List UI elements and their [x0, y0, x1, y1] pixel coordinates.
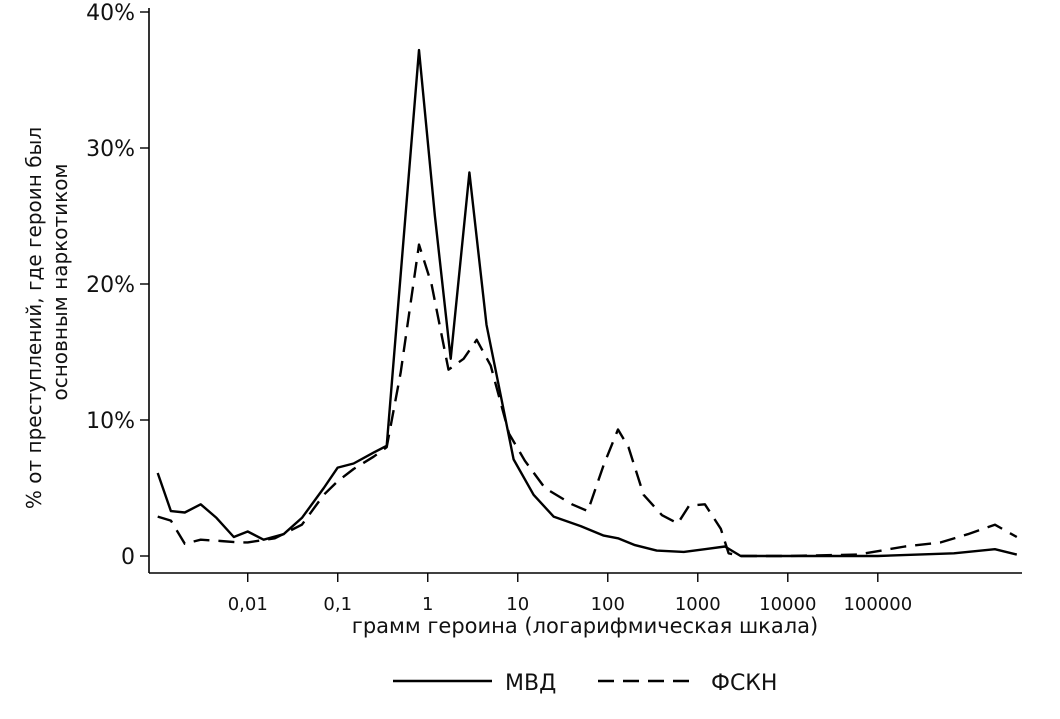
y-axis-ticks: 0 10% 20% 30% 40%	[86, 1, 149, 570]
y-tick-label: 30%	[86, 137, 135, 162]
series-line-fskn	[157, 243, 1018, 558]
legend: МВД ФСКН	[393, 671, 777, 696]
y-axis-title-line-2: основным наркотиком	[48, 163, 72, 400]
legend-label-mvd: МВД	[505, 671, 556, 696]
y-axis-title-line-1: % от преступлений, где героин был	[22, 127, 46, 509]
y-tick-label: 0	[121, 545, 135, 570]
y-tick-label: 40%	[86, 1, 135, 26]
x-tick-label: 1000	[675, 594, 721, 615]
x-tick-label: 100000	[843, 594, 912, 615]
x-tick-label: 10	[506, 594, 529, 615]
legend-label-fskn: ФСКН	[711, 671, 777, 696]
y-tick-label: 10%	[86, 409, 135, 434]
x-axis-ticks: 0,01 0,1 1 10 100 1000 10000 100000	[228, 573, 912, 615]
x-tick-label: 0,1	[323, 594, 352, 615]
x-tick-label: 1	[422, 594, 433, 615]
x-tick-label: 0,01	[228, 594, 268, 615]
x-tick-label: 10000	[759, 594, 816, 615]
x-tick-label: 100	[591, 594, 625, 615]
x-axis-title: грамм героина (логарифмическая шкала)	[352, 614, 818, 638]
plot-area	[156, 48, 1018, 558]
series-line-mvd	[156, 48, 1018, 558]
y-tick-label: 20%	[86, 273, 135, 298]
